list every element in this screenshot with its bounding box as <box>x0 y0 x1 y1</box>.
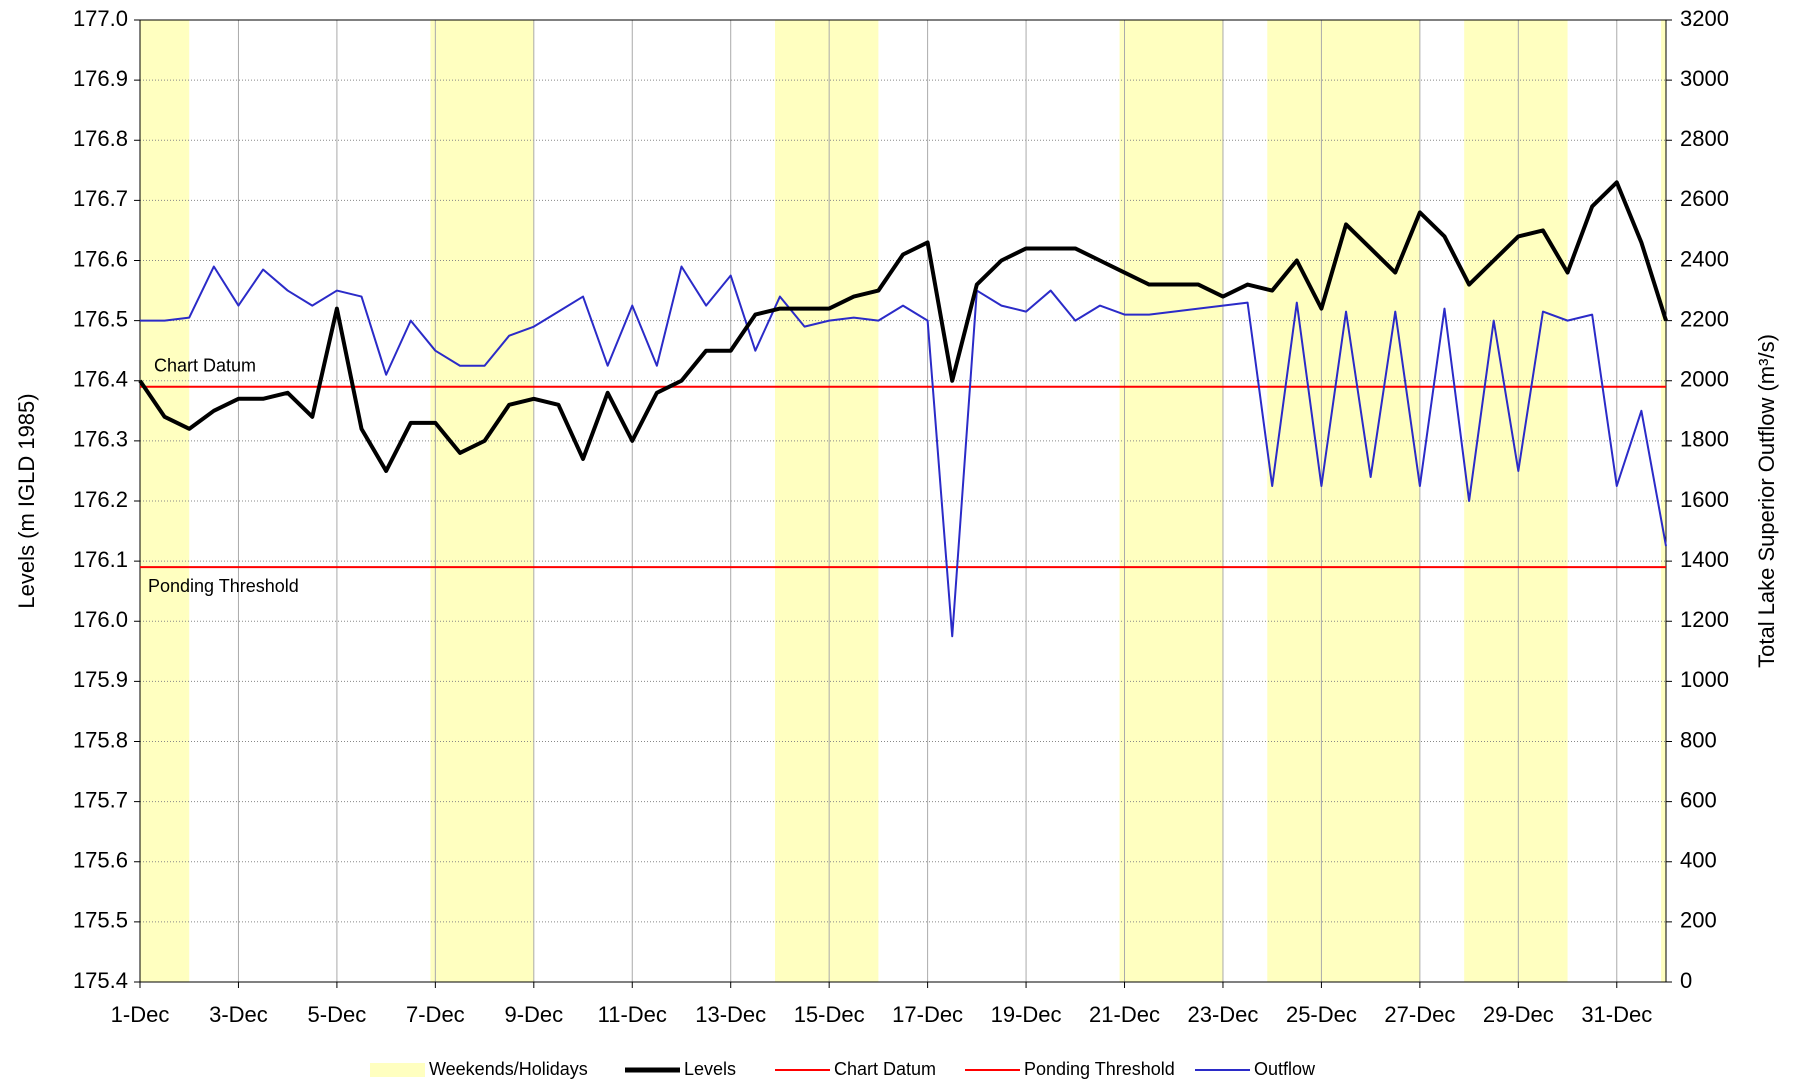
y2-tick-label: 2600 <box>1680 186 1729 211</box>
y-tick-label: 176.6 <box>73 246 128 271</box>
reference-label: Ponding Threshold <box>148 576 299 596</box>
shaded-band <box>1661 20 1666 982</box>
shaded-band <box>775 20 879 982</box>
series-line <box>140 265 1667 638</box>
y-tick-label: 176.2 <box>73 487 128 512</box>
x-tick-label: 19-Dec <box>991 1002 1062 1027</box>
x-tick-label: 7-Dec <box>406 1002 465 1027</box>
x-tick-label: 21-Dec <box>1089 1002 1160 1027</box>
legend-label: Weekends/Holidays <box>429 1059 588 1079</box>
y-tick-label: 176.8 <box>73 126 128 151</box>
x-tick-label: 25-Dec <box>1286 1002 1357 1027</box>
y-tick-label: 176.9 <box>73 66 128 91</box>
y-tick-label: 176.3 <box>73 427 128 452</box>
y2-tick-label: 1600 <box>1680 487 1729 512</box>
y2-tick-label: 400 <box>1680 848 1717 873</box>
x-tick-label: 13-Dec <box>695 1002 766 1027</box>
y2-tick-label: 3200 <box>1680 6 1729 31</box>
y-tick-label: 177.0 <box>73 6 128 31</box>
x-tick-label: 15-Dec <box>794 1002 865 1027</box>
y-tick-label: 176.7 <box>73 186 128 211</box>
y2-tick-label: 1200 <box>1680 607 1729 632</box>
y-tick-label: 176.1 <box>73 547 128 572</box>
x-tick-label: 27-Dec <box>1384 1002 1455 1027</box>
y2-tick-label: 3000 <box>1680 66 1729 91</box>
y2-tick-label: 1800 <box>1680 427 1729 452</box>
y2-tick-label: 1000 <box>1680 667 1729 692</box>
y-tick-label: 175.4 <box>73 968 128 993</box>
y2-tick-label: 1400 <box>1680 547 1729 572</box>
y2-tick-label: 800 <box>1680 727 1717 752</box>
x-tick-label: 1-Dec <box>111 1002 170 1027</box>
x-tick-label: 31-Dec <box>1581 1002 1652 1027</box>
legend-label: Chart Datum <box>834 1059 936 1079</box>
y2-tick-label: 2000 <box>1680 367 1729 392</box>
y-tick-label: 175.7 <box>73 787 128 812</box>
y2-axis-label: Total Lake Superior Outflow (m³/s) <box>1754 334 1779 668</box>
y2-tick-label: 600 <box>1680 787 1717 812</box>
shaded-band <box>1119 20 1223 982</box>
y-tick-label: 175.6 <box>73 848 128 873</box>
y2-tick-label: 2400 <box>1680 246 1729 271</box>
y-tick-label: 175.5 <box>73 908 128 933</box>
legend-label: Ponding Threshold <box>1024 1059 1175 1079</box>
y2-tick-label: 0 <box>1680 968 1692 993</box>
y2-tick-label: 2800 <box>1680 126 1729 151</box>
x-tick-label: 5-Dec <box>308 1002 367 1027</box>
x-tick-label: 17-Dec <box>892 1002 963 1027</box>
y-tick-label: 176.0 <box>73 607 128 632</box>
y-tick-label: 176.4 <box>73 367 128 392</box>
reference-label: Chart Datum <box>154 356 256 376</box>
x-tick-label: 23-Dec <box>1188 1002 1259 1027</box>
series-line <box>138 180 1668 473</box>
x-tick-label: 11-Dec <box>598 1002 667 1027</box>
shaded-band <box>1464 20 1568 982</box>
y2-tick-label: 200 <box>1680 908 1717 933</box>
legend-label: Levels <box>684 1059 736 1079</box>
x-tick-label: 3-Dec <box>209 1002 268 1027</box>
y2-tick-label: 2200 <box>1680 306 1729 331</box>
y-axis-label: Levels (m IGLD 1985) <box>14 393 39 608</box>
x-tick-label: 29-Dec <box>1483 1002 1554 1027</box>
plot-frame <box>139 19 1667 983</box>
y-tick-label: 176.5 <box>73 306 128 331</box>
y-tick-label: 175.9 <box>73 667 128 692</box>
x-tick-label: 9-Dec <box>504 1002 563 1027</box>
y-tick-label: 175.8 <box>73 727 128 752</box>
legend-label: Outflow <box>1254 1059 1316 1079</box>
